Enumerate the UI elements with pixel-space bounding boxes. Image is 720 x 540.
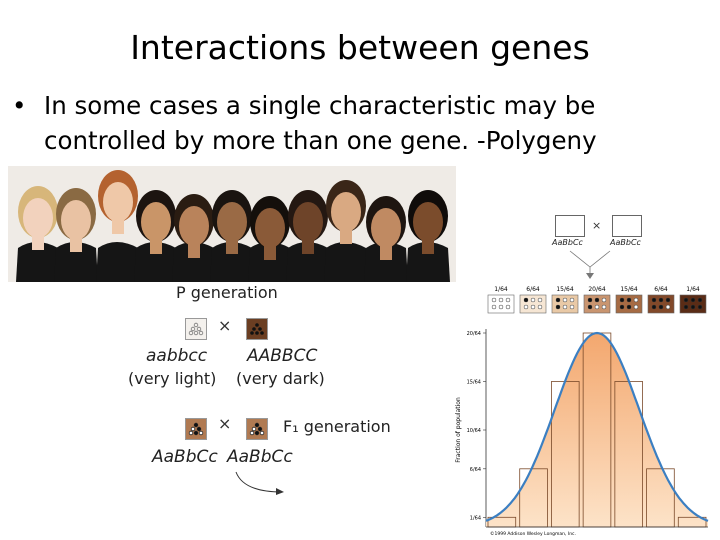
parent1-phenotype: (very light)	[128, 369, 217, 388]
cross-parent-left-box	[555, 215, 585, 237]
allele-dot	[491, 297, 497, 303]
allele-dot	[651, 297, 657, 303]
f1-generation-label: F₁ generation	[283, 417, 391, 436]
allele-dot	[530, 297, 536, 303]
allele-dot	[594, 304, 600, 310]
cross-symbol-f1: ×	[218, 414, 232, 433]
allele-dot	[555, 304, 561, 310]
genotype-fraction-label: 15/64	[556, 286, 573, 293]
allele-dots-icon	[188, 322, 204, 336]
very-light-swatch	[185, 318, 207, 340]
y-axis-label: Fraction of population	[455, 397, 462, 463]
allele-dot	[498, 297, 504, 303]
allele-dot	[651, 304, 657, 310]
y-tick-label: 20/64	[467, 331, 481, 337]
genotype-class-box	[551, 294, 579, 314]
allele-dot	[658, 297, 664, 303]
parent2-genotype: AABBCC	[247, 346, 318, 366]
f1-genotype-1: AaBbCc	[152, 447, 218, 467]
allele-dot	[498, 304, 504, 310]
genotype-class-box	[647, 294, 675, 314]
allele-dot	[626, 297, 632, 303]
distribution-chart: 1/64 6/64 15/64 20/64 15/64 6/64 1/64 20/64 15/…	[455, 250, 709, 537]
allele-dot	[594, 297, 600, 303]
children-photo-illustration	[8, 166, 456, 282]
right-cross-symbol: ×	[592, 219, 602, 232]
allele-dots-icon	[188, 422, 204, 436]
genotype-class-box	[679, 294, 707, 314]
f1-swatch-1	[185, 418, 207, 440]
y-tick-label: 15/64	[467, 380, 481, 386]
genotype-class-box	[519, 294, 547, 314]
y-tick-label: 10/64	[467, 428, 481, 434]
allele-dot	[683, 297, 689, 303]
parent1-genotype: aabbcc	[146, 346, 208, 366]
genotype-class-box	[615, 294, 643, 314]
distribution-area	[486, 333, 708, 527]
allele-dot	[587, 304, 593, 310]
copyright-text: ©1999 Addison Wesley Longman, Inc.	[490, 530, 576, 537]
f2-arrow-icon	[235, 471, 284, 495]
allele-dot	[555, 297, 561, 303]
allele-dot	[562, 297, 568, 303]
genotype-fraction-label: 20/64	[588, 286, 605, 293]
f1-swatch-2	[246, 418, 268, 440]
parent2-phenotype: (very dark)	[236, 369, 325, 388]
genotype-fraction-label: 15/64	[620, 286, 637, 293]
cross-symbol: ×	[218, 316, 232, 335]
allele-dot	[505, 304, 511, 310]
allele-dot	[697, 297, 703, 303]
allele-dot	[523, 297, 529, 303]
allele-dot	[697, 304, 703, 310]
genotype-fraction-label: 6/64	[526, 286, 540, 293]
distribution-curve	[485, 331, 709, 522]
allele-dot	[562, 304, 568, 310]
y-tick-label: 1/64	[470, 515, 481, 521]
allele-dot	[690, 304, 696, 310]
allele-dot	[665, 304, 671, 310]
allele-dot	[505, 297, 511, 303]
allele-dot	[626, 304, 632, 310]
genotype-fraction-label: 1/64	[494, 286, 508, 293]
bullet-marker: •	[12, 91, 27, 120]
allele-dot	[619, 304, 625, 310]
allele-dot	[587, 297, 593, 303]
allele-dot	[537, 297, 543, 303]
very-dark-swatch	[246, 318, 268, 340]
allele-dot	[690, 297, 696, 303]
allele-dot	[601, 297, 607, 303]
allele-dots-icon	[249, 422, 265, 436]
allele-dot	[537, 304, 543, 310]
slide-title: Interactions between genes	[130, 28, 590, 67]
cross-parent-right-box	[612, 215, 642, 237]
allele-dot	[569, 297, 575, 303]
genotype-class-box	[583, 294, 611, 314]
allele-dot	[658, 304, 664, 310]
allele-dot	[569, 304, 575, 310]
allele-dot	[633, 304, 639, 310]
cross-right-genotype: AaBbCc	[610, 238, 641, 247]
allele-dot	[491, 304, 497, 310]
y-tick-label: 6/64	[470, 467, 481, 473]
f1-genotype-2: AaBbCc	[227, 447, 293, 467]
allele-dot	[665, 297, 671, 303]
allele-dots-icon	[250, 323, 264, 335]
genotype-class-box	[487, 294, 515, 314]
children-photo	[8, 166, 456, 282]
allele-dot	[601, 304, 607, 310]
allele-dot	[619, 297, 625, 303]
allele-dot	[633, 297, 639, 303]
allele-dot	[523, 304, 529, 310]
allele-dot	[530, 304, 536, 310]
p-generation-label: P generation	[176, 283, 278, 302]
bullet-text: In some cases a single characteristic ma…	[44, 91, 597, 155]
cross-left-genotype: AaBbCc	[552, 238, 583, 247]
genotype-fraction-label: 6/64	[654, 286, 668, 293]
allele-dot	[683, 304, 689, 310]
genotype-fraction-label: 1/64	[686, 286, 700, 293]
